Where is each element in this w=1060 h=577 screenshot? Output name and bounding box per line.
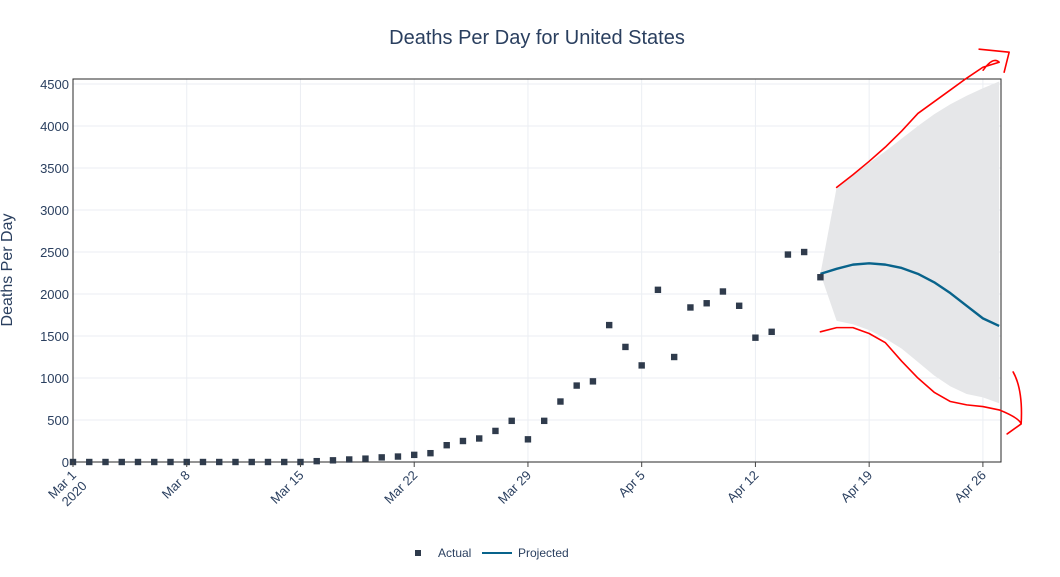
confidence-band xyxy=(820,81,1000,404)
actual-point xyxy=(459,437,467,445)
y-tick-label: 3000 xyxy=(40,203,69,218)
y-tick-label: 0 xyxy=(62,455,69,470)
actual-point xyxy=(508,417,515,425)
x-tick-label-group: Apr 26 xyxy=(951,468,989,506)
actual-point xyxy=(134,458,142,466)
actual-point xyxy=(427,449,434,457)
actual-point xyxy=(118,458,125,466)
actual-point xyxy=(167,458,174,466)
actual-point xyxy=(492,427,499,435)
x-tick-label: Apr 12 xyxy=(724,468,762,506)
x-tick-label-group: Mar 29 xyxy=(495,468,534,507)
y-tick-label: 2000 xyxy=(40,287,69,302)
actual-point xyxy=(800,248,808,256)
actual-point xyxy=(264,458,272,466)
actual-point xyxy=(735,302,743,309)
x-tick-label-group: Apr 12 xyxy=(724,468,762,506)
y-tick-label: 500 xyxy=(47,413,69,428)
y-tick-label: 1000 xyxy=(40,371,69,386)
x-tick-label: Mar 15 xyxy=(267,468,306,507)
actual-point xyxy=(605,321,613,329)
red-annotation-stroke xyxy=(819,326,1023,435)
actual-point xyxy=(476,435,483,442)
actual-point xyxy=(557,398,564,405)
actual-point xyxy=(102,458,109,466)
legend-label-projected: Projected xyxy=(518,546,569,560)
x-tick-label-group: Mar 8 xyxy=(159,468,193,502)
x-tick-label-group: Mar 15 xyxy=(267,468,306,507)
red-annotation-stroke xyxy=(835,48,1010,189)
x-tick-label-group: Mar 22 xyxy=(381,468,420,507)
actual-point xyxy=(784,251,792,258)
actual-point xyxy=(573,382,580,389)
y-tick-label: 4500 xyxy=(40,77,69,92)
actual-point xyxy=(232,458,239,466)
actual-point xyxy=(540,417,548,425)
legend-marker-actual xyxy=(415,550,421,556)
actual-point xyxy=(248,458,255,466)
actual-point xyxy=(199,458,207,466)
actual-point xyxy=(329,457,337,464)
projected-line xyxy=(820,262,1000,328)
annotations xyxy=(819,48,1023,435)
y-tick-label: 3500 xyxy=(40,161,69,176)
actual-point xyxy=(443,442,450,449)
x-tick-label: Apr 5 xyxy=(615,468,648,501)
actual-point xyxy=(687,304,694,311)
actual-point xyxy=(719,288,727,295)
actual-point xyxy=(752,334,759,341)
actual-point xyxy=(670,353,678,361)
x-tick-label: Apr 26 xyxy=(951,468,989,506)
actual-point xyxy=(151,458,158,466)
actual-point xyxy=(654,286,662,294)
actual-point xyxy=(378,454,385,461)
actual-point xyxy=(346,456,353,463)
y-axis-title: Deaths Per Day xyxy=(0,214,16,327)
y-tick-label: 1500 xyxy=(40,329,69,344)
actual-point xyxy=(86,458,93,466)
y-tick-label: 4000 xyxy=(40,119,69,134)
actual-point xyxy=(216,458,223,466)
actual-point xyxy=(817,274,824,281)
x-tick-label-group: Apr 5 xyxy=(615,468,648,501)
y-axis-ticks: 0 500 1000 1500 2000 2500 3000 3500 4000 4500 xyxy=(40,77,69,470)
actual-point xyxy=(362,455,369,462)
chart-title: Deaths Per Day for United States xyxy=(389,27,685,49)
projection-band xyxy=(820,81,1000,404)
actual-point xyxy=(589,378,597,385)
actual-point xyxy=(622,343,629,351)
y-tick-label: 2500 xyxy=(40,245,69,260)
actual-point xyxy=(394,453,402,460)
actual-point xyxy=(313,457,320,465)
x-tick-label: Apr 19 xyxy=(838,468,876,506)
legend-label-actual: Actual xyxy=(438,546,471,560)
x-tick-label-group: Apr 19 xyxy=(838,468,876,506)
legend: Actual Projected xyxy=(415,546,569,560)
actual-point xyxy=(524,436,532,443)
actual-point xyxy=(638,362,645,369)
actual-point xyxy=(703,300,710,307)
x-tick-label: Mar 8 xyxy=(159,468,193,502)
x-tick-label: Mar 29 xyxy=(495,468,534,507)
actual-point xyxy=(411,451,418,459)
plot-frame xyxy=(72,78,1002,463)
actual-point xyxy=(768,328,775,336)
x-tick-label: Mar 22 xyxy=(381,468,420,507)
actual-point xyxy=(281,458,288,466)
